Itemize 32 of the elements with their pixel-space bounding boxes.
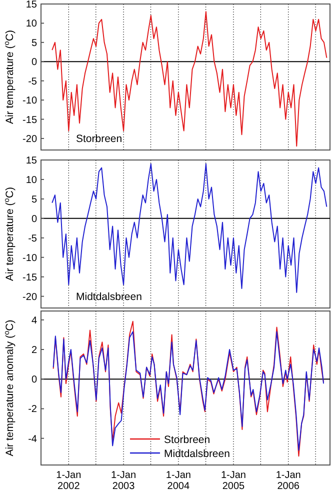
x-tick-label: 1-Jan 2006 xyxy=(276,470,301,490)
y-tick-label: 5 xyxy=(31,194,38,206)
y-tick-label: 0 xyxy=(31,214,38,225)
y-tick-label: 15 xyxy=(26,156,38,166)
x-tick-label: 1-Jan 2004 xyxy=(166,470,191,490)
y-tick-label: 2 xyxy=(31,345,38,356)
line-series xyxy=(52,163,328,293)
series-label: Storbreen xyxy=(76,133,122,145)
line-series xyxy=(52,11,328,147)
x-tick-label: 1-Jan 2005 xyxy=(220,470,246,490)
y-tick-label: -5 xyxy=(28,233,38,244)
y-tick-label: 10 xyxy=(26,174,38,186)
legend-label: Storbreen xyxy=(164,434,210,446)
y-tick-label: -15 xyxy=(22,272,38,284)
y-tick-label: -15 xyxy=(22,114,38,126)
x-tick-label: 1-Jan 2002 xyxy=(56,470,82,490)
y-tick-label: -10 xyxy=(22,96,38,107)
y-tick-label: 5 xyxy=(31,38,38,49)
series-label: Midtdalsbreen xyxy=(76,291,142,303)
y-tick-label: -20 xyxy=(22,134,38,145)
y-tick-label: -20 xyxy=(22,292,38,303)
y-tick-label: 10 xyxy=(26,18,38,30)
y-tick-label: 0 xyxy=(31,374,38,386)
x-tick-label: 1-Jan 2003 xyxy=(111,470,136,490)
y-tick-label: -4 xyxy=(28,434,38,445)
y-tick-label: -5 xyxy=(28,76,38,88)
y-tick-label: -2 xyxy=(28,404,38,416)
legend-label: Midtdalsbreen xyxy=(164,448,230,460)
y-tick-label: 15 xyxy=(26,0,38,10)
y-tick-label: 0 xyxy=(31,57,38,68)
y-tick-label: -10 xyxy=(22,252,38,264)
y-tick-label: 4 xyxy=(31,315,38,326)
